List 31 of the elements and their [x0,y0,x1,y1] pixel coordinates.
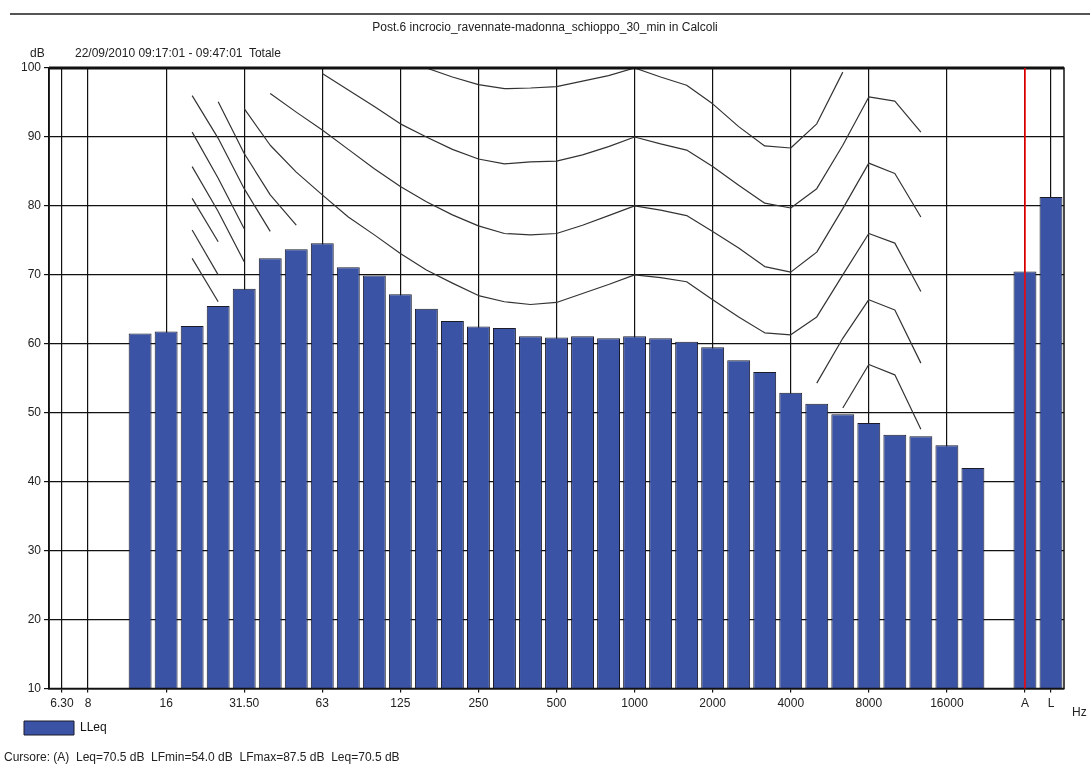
x-tick-label: L [1047,696,1055,711]
x-tick-label: 8000 [855,696,883,711]
y-tick-label: 20 [27,611,42,626]
text: Cursore: (A) Leq=70.5 dB LFmin=54.0 dB LFmax=87.5 dB Leq=70.5 dB [4,750,400,764]
y-tick-label: 70 [27,267,42,282]
x-tick-label: 63 [315,696,330,711]
y-tick-label: 100 [20,60,42,75]
x-tick-label: 16000 [930,696,964,711]
x-tick-label: 1000 [621,696,649,711]
y-tick-label: 50 [27,405,42,420]
x-tick-label: 2000 [699,696,727,711]
y-tick-label: 60 [27,336,42,351]
x-tick-label: 500 [546,696,567,711]
chart-title: Post.6 incrocio_ravennate-madonna_schioppo_30_min in Calcoli [371,20,719,34]
x-tick-label: 8 [84,696,92,711]
y-tick-label: 40 [27,474,42,489]
y-tick-label: 30 [27,543,42,557]
x-tick-label: 16 [159,696,174,711]
y-axis-title: dB [30,46,45,60]
x-tick-label: 250 [468,696,489,711]
chart-subtitle: 22/09/2010 09:17:01 - 09:47:01 Totale [75,46,281,60]
x-tick-label: 4000 [777,696,805,711]
x-tick-label: A [1020,696,1029,711]
y-tick-label: 10 [27,680,42,695]
x-tick-label: 125 [390,696,411,711]
x-tick-label: 6.30 [50,696,75,711]
y-tick-label: 80 [27,198,42,213]
x-axis-title: Hz [1072,705,1087,719]
legend-label: LLeq [80,720,107,735]
y-tick-label: 90 [27,129,42,144]
x-tick-label: 31.50 [229,696,260,711]
